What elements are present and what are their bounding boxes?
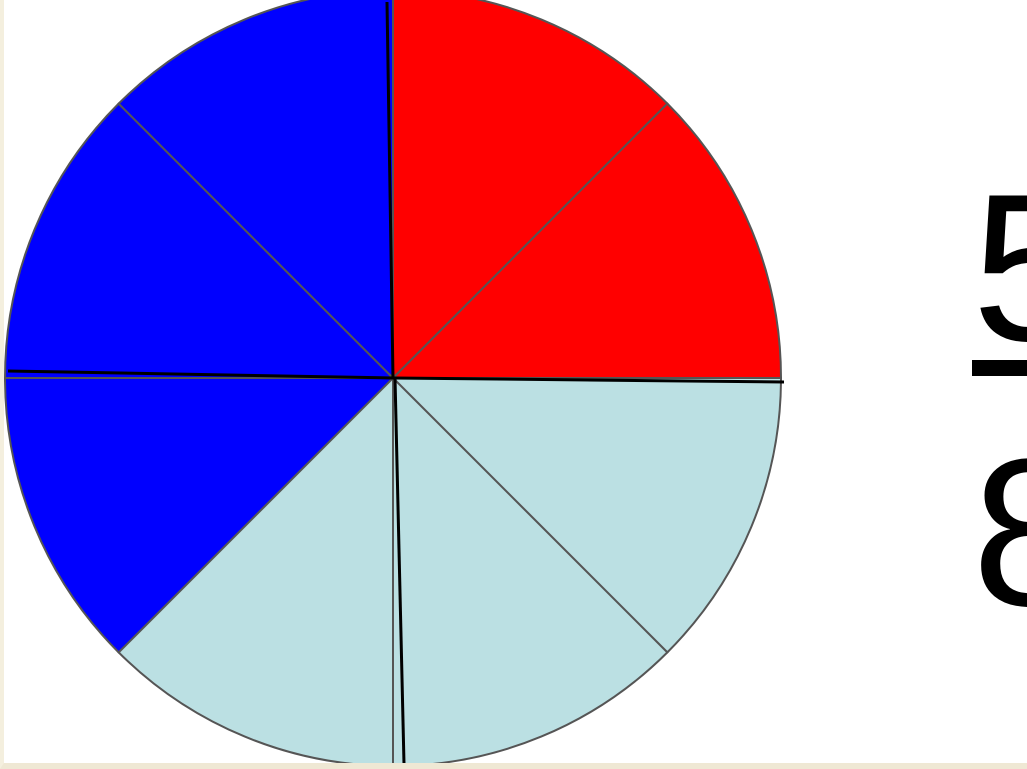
pie-slice [392,375,669,763]
fraction-numerator: 5 [972,150,1027,385]
pie-slice [390,102,783,379]
fraction-denominator: 8 [972,415,1027,650]
pie-slice [117,375,394,763]
fraction-bar [972,360,1027,376]
pie-slice [390,377,783,654]
pie-slice [117,0,394,381]
pie-slice [392,0,669,381]
fraction-pie-diagram: 5 8 [4,0,1027,763]
pie-slice [4,102,396,379]
divider-horizontal-right [392,376,785,384]
pie-slices [4,0,783,763]
divider-vertical-top [385,1,395,379]
pie-quarter-dividers [7,1,785,763]
fraction-label: 5 8 [972,150,1027,650]
divider-vertical-bottom [393,377,406,763]
pie-slice [4,377,396,654]
divider-horizontal-left [7,369,394,380]
